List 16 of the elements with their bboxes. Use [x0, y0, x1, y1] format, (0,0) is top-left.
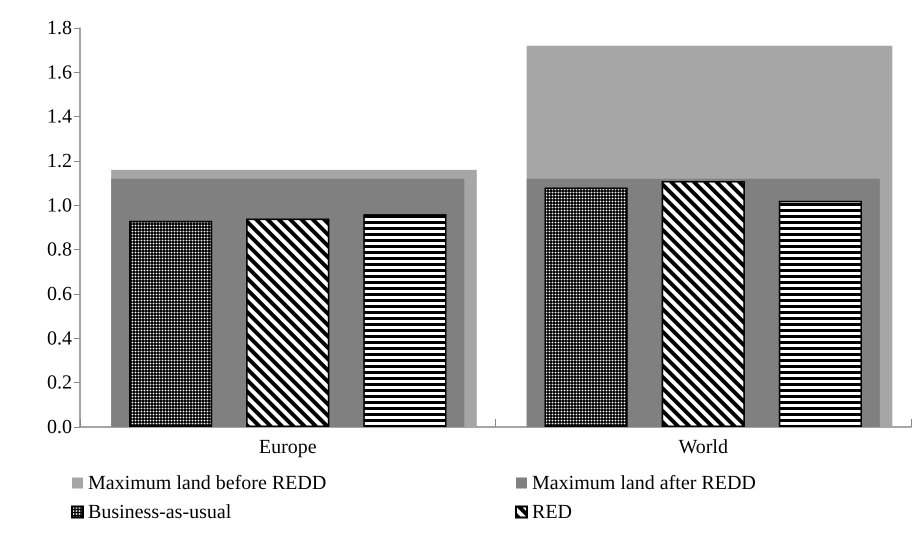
y-tick-label: 1.4 — [47, 106, 72, 128]
y-tick-label: 0.0 — [47, 416, 72, 438]
y-tick-label: 0.4 — [47, 327, 72, 350]
legend-label: RED — [532, 501, 572, 523]
x-tick-label: World — [678, 436, 728, 458]
y-tick-label: 1.0 — [47, 194, 72, 216]
legend-label: Maximum land after REDD — [532, 472, 756, 494]
y-tick-label: 1.6 — [47, 61, 72, 84]
y-tick-label: 0.6 — [47, 283, 72, 305]
legend-label: Business-as-usual — [88, 501, 232, 523]
y-tick-label: 1.8 — [47, 17, 72, 39]
y-tick-label: 0.2 — [47, 372, 72, 394]
legend-label: Maximum land before REDD — [88, 472, 326, 494]
x-tick-label: Europe — [258, 436, 317, 458]
y-tick-label: 0.8 — [47, 238, 72, 261]
y-tick-label: 1.2 — [47, 150, 72, 172]
